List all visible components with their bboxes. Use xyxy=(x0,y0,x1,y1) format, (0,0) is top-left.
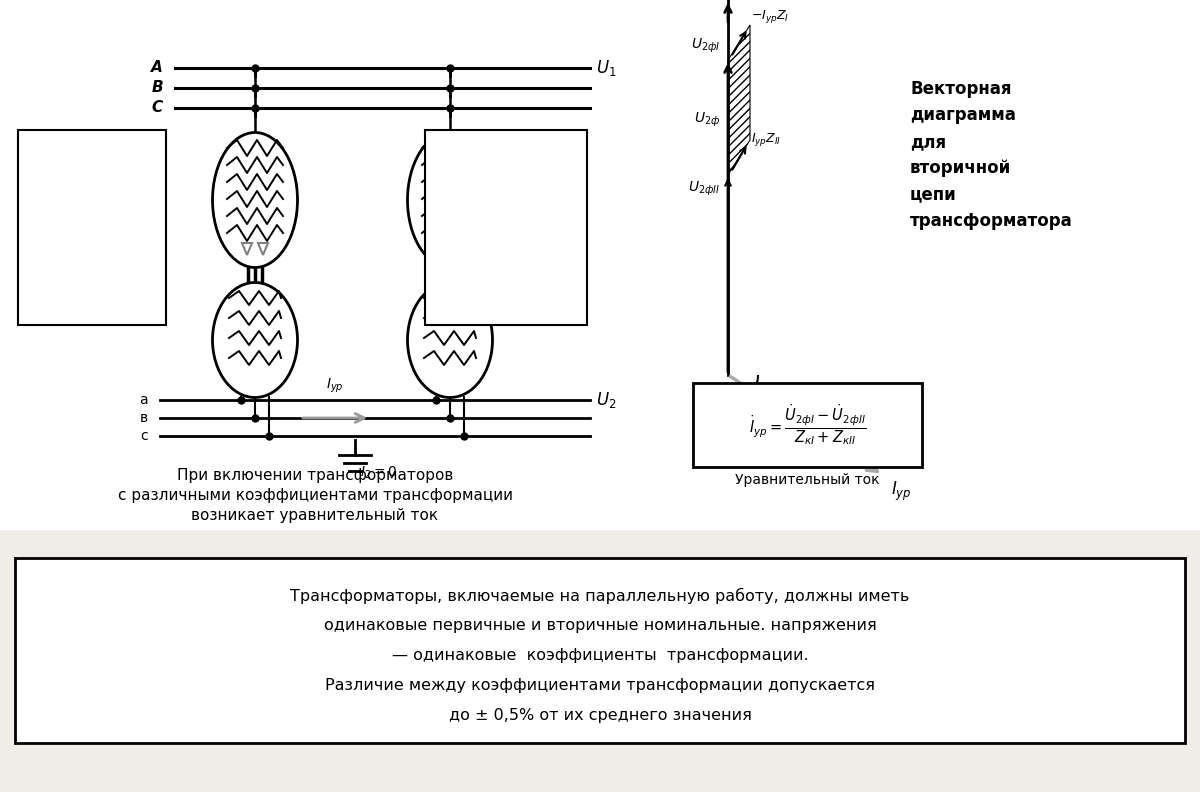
Text: $K_{I}=6000$: $K_{I}=6000$ xyxy=(24,165,90,181)
Text: C: C xyxy=(151,101,163,116)
Text: $I_{уp}$: $I_{уp}$ xyxy=(890,480,912,503)
Ellipse shape xyxy=(212,132,298,268)
Ellipse shape xyxy=(212,283,298,398)
Text: $I_2=0$: $I_2=0$ xyxy=(360,465,397,482)
Text: $U_1$: $U_1$ xyxy=(596,58,617,78)
Text: $U_{кII}=5{,}5\%$: $U_{кII}=5{,}5\%$ xyxy=(431,227,506,243)
FancyBboxPatch shape xyxy=(425,130,587,325)
Text: $S_{нI}=100$ ква: $S_{нI}=100$ ква xyxy=(24,138,116,154)
Bar xyxy=(0,0,1200,530)
FancyBboxPatch shape xyxy=(694,383,922,467)
Text: с: с xyxy=(140,429,148,443)
Text: в: в xyxy=(140,411,148,425)
Text: $U_{2ф}$: $U_{2ф}$ xyxy=(694,111,720,129)
Ellipse shape xyxy=(408,283,492,398)
Text: $\dot{I}_{уp} = \dfrac{\dot{U}_{2фI} - \dot{U}_{2фII}}{Z_{кI} + Z_{кII}}$: $\dot{I}_{уp} = \dfrac{\dot{U}_{2фI} - \… xyxy=(749,402,866,447)
Text: возникает уравнительный ток: возникает уравнительный ток xyxy=(192,508,438,523)
Text: $U_{2фII}$: $U_{2фII}$ xyxy=(688,180,720,198)
Text: — одинаковые  коэффициенты  трансформации.: — одинаковые коэффициенты трансформации. xyxy=(391,648,809,663)
Text: При включении трансформаторов: При включении трансформаторов xyxy=(176,468,454,483)
Text: Различие между коэффициентами трансформации допускается: Различие между коэффициентами трансформа… xyxy=(325,678,875,693)
Text: YY–12: YY–12 xyxy=(24,200,67,215)
FancyBboxPatch shape xyxy=(14,558,1186,743)
Polygon shape xyxy=(258,243,268,255)
Polygon shape xyxy=(437,243,446,255)
Text: $I_{уp}Z_{II}$: $I_{уp}Z_{II}$ xyxy=(751,131,781,148)
Text: $U_{2фI}$: $U_{2фI}$ xyxy=(691,36,720,55)
Text: Векторная
диаграмма
для
вторичной
цепи
трансформатора: Векторная диаграмма для вторичной цепи т… xyxy=(910,80,1073,230)
Text: /525: /525 xyxy=(79,180,110,194)
Text: $K_{II}=6000$: $K_{II}=6000$ xyxy=(431,165,499,181)
Text: $I_{уp}$: $I_{уp}$ xyxy=(326,377,343,395)
Text: Трансформаторы, включаемые на параллельную работу, должны иметь: Трансформаторы, включаемые на параллельн… xyxy=(290,588,910,604)
Text: YY–12: YY–12 xyxy=(431,200,475,215)
Text: A: A xyxy=(151,60,163,75)
Text: /400: /400 xyxy=(490,180,520,194)
Text: до ± 0,5% от их среднего значения: до ± 0,5% от их среднего значения xyxy=(449,708,751,723)
Text: а: а xyxy=(139,393,148,407)
Text: B: B xyxy=(151,81,163,96)
Text: $U_{кI}=5{,}5\%$: $U_{кI}=5{,}5\%$ xyxy=(24,227,97,243)
Text: $U_2$: $U_2$ xyxy=(596,390,617,410)
FancyBboxPatch shape xyxy=(18,130,166,325)
Text: одинаковые первичные и вторичные номинальные. напряжения: одинаковые первичные и вторичные номинал… xyxy=(324,618,876,633)
Ellipse shape xyxy=(408,132,492,268)
Text: $S_{нII}=100$ ква: $S_{нII}=100$ ква xyxy=(431,138,526,154)
Text: с различными коэффициентами трансформации: с различными коэффициентами трансформаци… xyxy=(118,488,512,503)
Polygon shape xyxy=(242,243,252,255)
Text: Уравнительный ток: Уравнительный ток xyxy=(736,473,880,487)
Polygon shape xyxy=(454,243,463,255)
Text: $-I_{уp}Z_I$: $-I_{уp}Z_I$ xyxy=(751,8,790,25)
